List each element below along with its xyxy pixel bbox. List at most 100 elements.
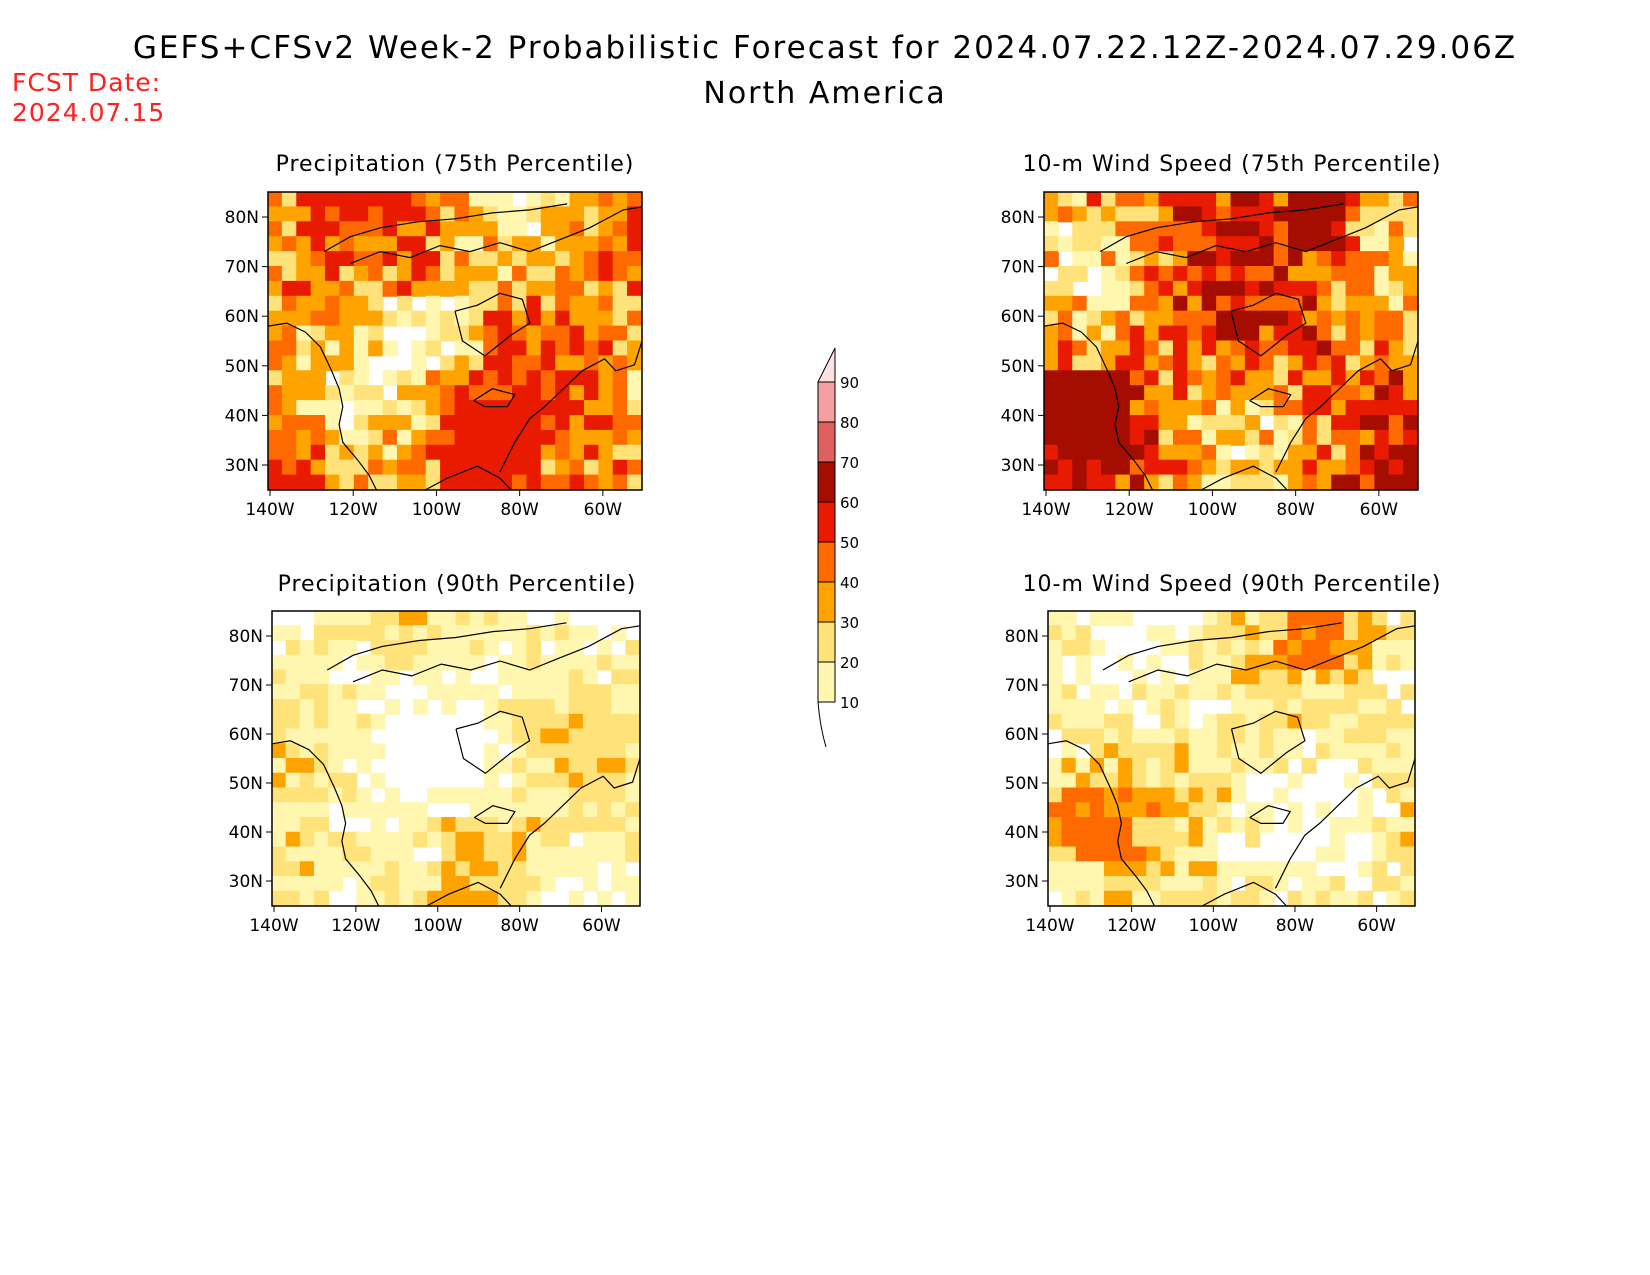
colorbar-label: 10 <box>840 694 859 712</box>
map-frame <box>1047 610 1416 907</box>
lat-tick-label: 30N <box>1005 872 1039 892</box>
lat-tick-label: 50N <box>1001 357 1035 377</box>
panel-title-wind-90: 10-m Wind Speed (90th Percentile) <box>1022 572 1442 597</box>
coastline <box>474 805 516 824</box>
coastline <box>1249 388 1292 408</box>
lon-tick-label: 120W <box>329 500 378 520</box>
lat-tick-label: 30N <box>229 872 263 892</box>
coastline <box>350 206 642 265</box>
colorbar-label: 60 <box>840 494 859 512</box>
lat-tick-label: 40N <box>1005 823 1039 843</box>
coastline <box>1249 805 1292 824</box>
lat-tick-label: 50N <box>225 357 259 377</box>
coastline <box>272 740 380 906</box>
lon-tick-label: 140W <box>245 500 294 520</box>
lon-tick-label: 60W <box>584 500 623 520</box>
map-panel-precip-90: 80N 70N 60N 50N 40N 30N 140W 120W 100W 80W 60W <box>229 610 641 936</box>
fcst-date-block: FCST Date: 2024.07.15 <box>12 68 165 128</box>
shaded-field <box>272 611 640 906</box>
lat-tick-label: 80N <box>229 627 263 647</box>
main-title: GEFS+CFSv2 Week-2 Probabilistic Forecast… <box>132 30 1518 66</box>
colorbar-segment <box>817 621 836 663</box>
lat-tick-label: 60N <box>229 725 263 745</box>
coastline <box>1102 622 1342 671</box>
colorbar-label: 20 <box>840 654 859 672</box>
lon-tick-label: 140W <box>249 916 298 936</box>
coastline <box>424 465 512 490</box>
coastline <box>1048 740 1155 906</box>
lon-tick-label: 60W <box>1357 916 1396 936</box>
lon-tick-label: 80W <box>1276 916 1315 936</box>
lon-tick-label: 120W <box>1105 500 1154 520</box>
lat-tick-label: 70N <box>229 676 263 696</box>
lat-tick-label: 40N <box>229 823 263 843</box>
coastline <box>1044 322 1154 490</box>
lon-tick-label: 120W <box>331 916 380 936</box>
coastline <box>426 881 512 906</box>
lat-tick-label: 80N <box>1001 208 1035 228</box>
lon-tick-label: 100W <box>413 916 462 936</box>
lat-tick-label: 80N <box>225 208 259 228</box>
fcst-date-value: 2024.07.15 <box>12 98 166 127</box>
lat-tick-label: 50N <box>1005 774 1039 794</box>
colorbar-label: 80 <box>840 414 859 432</box>
colorbar-segment <box>817 421 836 463</box>
lon-tick-label: 80W <box>500 500 539 520</box>
coastline <box>1230 292 1307 357</box>
coastline <box>352 625 640 683</box>
map-panel-precip-75: 80N 70N 60N 50N 40N 30N 140W 120W 100W 80W 60W <box>225 191 643 520</box>
lon-tick-label: 80W <box>500 916 539 936</box>
lon-tick-label: 80W <box>1276 500 1315 520</box>
lon-tick-label: 60W <box>582 916 621 936</box>
colorbar-segment <box>817 501 836 543</box>
lat-tick-label: 60N <box>1005 725 1039 745</box>
map-frame <box>1043 191 1419 491</box>
lon-tick-label: 100W <box>1188 500 1237 520</box>
fcst-date-label: FCST Date: <box>12 68 162 97</box>
colorbar-segment <box>817 581 836 623</box>
lon-tick-label: 60W <box>1360 500 1399 520</box>
shaded-field <box>1044 192 1418 490</box>
colorbar: 10 20 30 40 50 60 70 80 90 <box>817 347 859 748</box>
lat-tick-label: 60N <box>225 307 259 327</box>
lon-tick-label: 140W <box>1021 500 1070 520</box>
map-panel-wind-75: 80N 70N 60N 50N 40N 30N 140W 120W 100W 80W 60W <box>1001 191 1419 520</box>
lat-tick-label: 40N <box>1001 406 1035 426</box>
colorbar-label: 70 <box>840 454 859 472</box>
coastline <box>499 340 642 473</box>
lon-tick-label: 120W <box>1107 916 1156 936</box>
coastline <box>1126 206 1418 265</box>
lat-tick-label: 40N <box>225 406 259 426</box>
lat-tick-label: 80N <box>1005 627 1039 647</box>
coastline <box>454 292 531 357</box>
panel-title-precip-90: Precipitation (90th Percentile) <box>277 572 637 597</box>
coastline <box>1275 340 1418 473</box>
coastline <box>326 622 567 671</box>
colorbar-label: 90 <box>840 374 859 392</box>
coastline <box>323 203 568 253</box>
subtitle: North America <box>703 76 947 111</box>
map-frame <box>267 191 643 491</box>
coastline <box>1099 203 1344 253</box>
panel-title-precip-75: Precipitation (75th Percentile) <box>275 152 635 177</box>
coastline <box>455 710 531 775</box>
lon-tick-label: 100W <box>412 500 461 520</box>
coastline <box>499 758 640 889</box>
map-frame <box>271 610 641 907</box>
coastline <box>1201 881 1287 906</box>
lat-tick-label: 30N <box>1001 456 1035 476</box>
coastline <box>1274 758 1415 889</box>
colorbar-segment <box>817 661 836 703</box>
colorbar-label: 50 <box>840 534 859 552</box>
lat-tick-label: 70N <box>1001 258 1035 278</box>
colorbar-segment <box>817 461 836 503</box>
colorbar-segment <box>817 381 836 423</box>
coastline <box>1200 465 1288 490</box>
colorbar-segment <box>817 541 836 583</box>
lat-tick-label: 70N <box>1005 676 1039 696</box>
shaded-field <box>1048 611 1415 906</box>
lat-tick-label: 50N <box>229 774 263 794</box>
lat-tick-label: 30N <box>225 456 259 476</box>
colorbar-label: 30 <box>840 614 859 632</box>
